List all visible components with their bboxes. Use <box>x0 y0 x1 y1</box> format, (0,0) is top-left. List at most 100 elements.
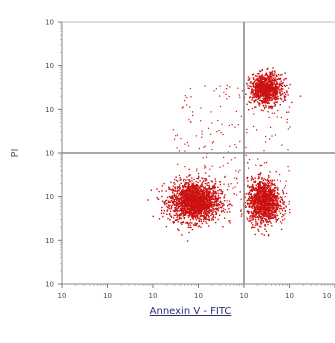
data-point <box>266 209 268 212</box>
data-point <box>246 132 248 134</box>
data-point <box>222 210 224 212</box>
data-point <box>251 206 253 208</box>
data-point <box>253 106 256 108</box>
data-point <box>194 195 196 197</box>
data-point <box>252 199 254 201</box>
data-point <box>204 216 206 218</box>
data-point <box>261 208 263 210</box>
data-point <box>204 85 206 87</box>
data-point <box>161 209 163 212</box>
data-point <box>260 109 263 111</box>
data-point <box>195 198 197 200</box>
data-point <box>253 214 255 216</box>
data-point <box>254 209 256 212</box>
data-point <box>214 191 216 193</box>
data-point <box>206 205 208 207</box>
data-point <box>285 206 287 208</box>
data-point <box>192 224 195 226</box>
data-point <box>263 204 265 206</box>
data-point <box>187 198 189 200</box>
data-point <box>211 206 213 208</box>
data-point <box>258 193 260 196</box>
data-point <box>270 217 272 219</box>
data-point <box>173 189 175 192</box>
data-point <box>273 189 275 191</box>
data-point <box>185 209 187 212</box>
data-point <box>252 89 255 92</box>
data-point <box>274 204 277 207</box>
data-point <box>255 96 258 99</box>
data-point <box>272 91 274 94</box>
data-point <box>199 209 201 212</box>
data-point <box>247 198 250 200</box>
data-point <box>272 79 274 82</box>
data-point <box>204 213 206 216</box>
data-point <box>203 202 205 205</box>
data-point <box>256 190 259 193</box>
data-point <box>263 178 265 180</box>
data-point <box>182 191 185 193</box>
data-point <box>258 198 261 201</box>
data-point <box>282 88 284 90</box>
data-point <box>175 208 177 210</box>
y-tick-label: 10 <box>45 19 54 27</box>
data-point <box>262 78 264 81</box>
data-point <box>265 104 267 107</box>
data-point <box>231 204 233 207</box>
data-point <box>274 198 276 201</box>
data-point <box>180 214 182 216</box>
data-point <box>187 202 190 205</box>
data-point <box>273 209 276 212</box>
data-point <box>282 213 284 216</box>
data-point <box>271 74 273 76</box>
data-point <box>257 206 259 208</box>
data-point <box>173 214 175 217</box>
data-point <box>176 179 178 181</box>
data-point <box>272 208 274 210</box>
data-point <box>272 94 275 97</box>
data-point <box>262 105 265 107</box>
data-point <box>207 201 209 203</box>
data-point <box>260 218 262 221</box>
data-point <box>268 185 271 187</box>
data-point <box>190 205 192 208</box>
data-point <box>204 209 206 211</box>
data-point <box>192 210 194 212</box>
data-point <box>191 212 193 215</box>
data-point <box>195 200 197 202</box>
data-point <box>261 211 263 213</box>
data-point <box>219 95 221 97</box>
data-point <box>257 191 259 193</box>
data-point <box>173 200 176 202</box>
data-point <box>208 207 210 210</box>
data-point <box>184 214 186 216</box>
data-point <box>165 200 167 202</box>
data-point <box>269 202 271 204</box>
data-point <box>168 187 171 189</box>
data-point <box>254 93 257 96</box>
data-point <box>270 93 273 95</box>
data-point <box>189 208 192 210</box>
data-point <box>208 225 210 227</box>
data-point <box>170 208 172 210</box>
data-point <box>256 222 259 224</box>
data-point <box>199 205 202 207</box>
data-point <box>251 218 254 221</box>
data-point <box>250 222 253 224</box>
data-point <box>257 193 259 195</box>
data-point <box>267 208 269 210</box>
data-point <box>248 191 251 194</box>
data-point <box>199 194 201 196</box>
data-point <box>270 199 272 202</box>
data-point <box>170 195 172 198</box>
data-point <box>191 184 193 186</box>
data-point <box>267 185 269 187</box>
data-point <box>222 202 224 205</box>
data-point <box>212 207 214 209</box>
data-point <box>176 199 178 201</box>
data-point <box>272 83 275 85</box>
data-point <box>275 96 277 98</box>
data-point <box>251 89 253 91</box>
data-point <box>183 217 185 219</box>
data-point <box>278 210 280 212</box>
